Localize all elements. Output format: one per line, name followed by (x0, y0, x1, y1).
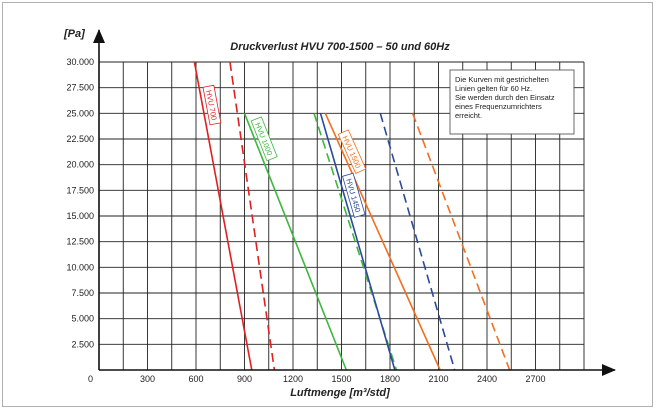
y-tick-label: 20.000 (66, 160, 94, 170)
y-tick-label: 7.500 (71, 288, 94, 298)
x-tick-label: 600 (188, 374, 203, 384)
y-tick-label: 12.500 (66, 237, 94, 247)
series-line-50hz (243, 113, 348, 371)
series-label: HVU 700 (202, 84, 222, 126)
note-line: erreicht. (455, 111, 482, 120)
x-tick-label: 1500 (331, 374, 351, 384)
y-tick-label: 10.000 (66, 262, 94, 272)
y-tick-label: 5.000 (71, 314, 94, 324)
series-line-60hz (411, 113, 511, 371)
x-axis-label: Luftmenge [m³/std] (290, 387, 390, 399)
chart-title: Druckverlust HVU 700-1500 – 50 und 60Hz (230, 41, 450, 53)
series-line-50hz (319, 113, 396, 371)
x-tick-label: 1800 (380, 374, 400, 384)
series-line-50hz (324, 113, 441, 371)
note-line: Linien gelten für 60 Hz. (455, 84, 532, 93)
note-line: Sie werden durch den Einsatz (455, 93, 555, 102)
x-tick-label: 900 (237, 374, 252, 384)
series-label-box (202, 84, 222, 126)
y-tick-label: 27.500 (66, 83, 94, 93)
x-tick-label: 300 (140, 374, 155, 384)
series-line-50hz (193, 61, 253, 371)
chart-frame (2, 2, 653, 407)
axes: 2.500 5.000 7.500 10.000 12.500 15.000 17.500 2… (66, 29, 616, 384)
series-line-60hz (229, 61, 276, 371)
y-tick-label: 22.500 (66, 134, 94, 144)
y-tick-label: 15.000 (66, 211, 94, 221)
y-tick-label: 2.500 (71, 339, 94, 349)
y-axis-label: [Pa] (63, 28, 85, 40)
series-label-box (337, 129, 367, 174)
x-tick-label: 2700 (525, 374, 545, 384)
x-tick-label: 0 (88, 374, 93, 384)
series-label-box (250, 116, 278, 162)
grid (99, 61, 585, 370)
note-line: eines Frequenzumrichters (455, 102, 542, 111)
note-line: Die Kurven mit gestrichelten (455, 75, 549, 84)
y-tick-label: 30.000 (66, 57, 94, 67)
x-tick-label: 2100 (428, 374, 448, 384)
series-line-60hz (379, 113, 456, 371)
series-label-box (342, 172, 366, 218)
y-tick-label: 17.500 (66, 185, 94, 195)
note-box-border (449, 69, 575, 135)
x-tick-label: 2400 (477, 374, 497, 384)
x-tick-label: 1200 (283, 374, 303, 384)
y-tick-label: 25.000 (66, 108, 94, 118)
